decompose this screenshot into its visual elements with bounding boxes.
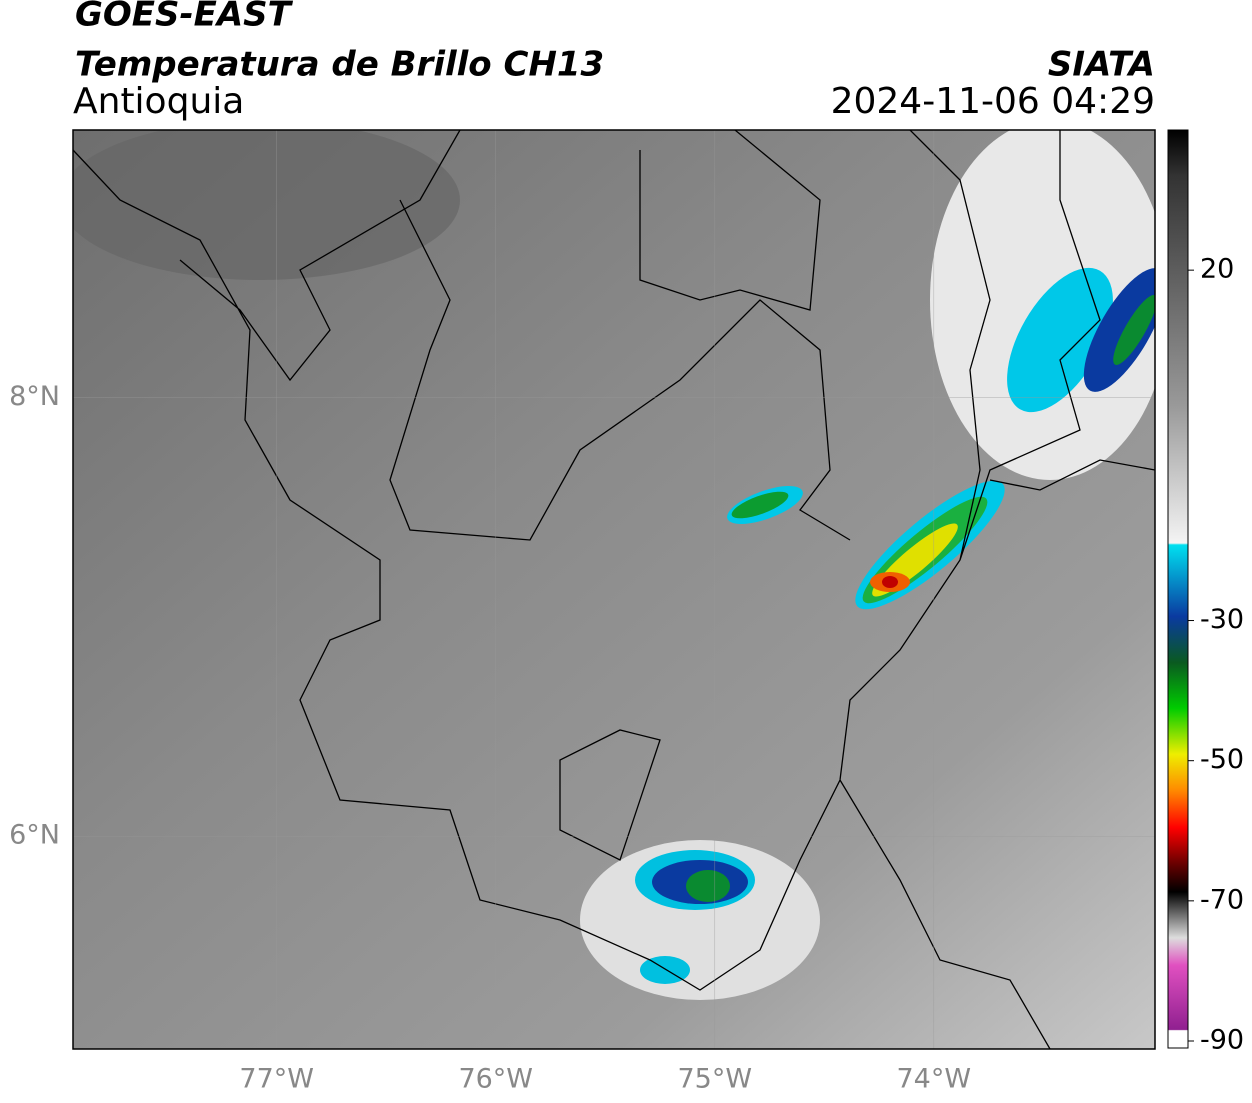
region: Antioquia [73,81,244,122]
subtitle: Temperatura de Brillo CH13 [75,45,604,85]
x-tick-label: 77°W [239,1064,314,1095]
y-tick-label: 8°N [9,381,60,412]
colorbar-tick-label: 20 [1200,254,1234,285]
source: SIATA [1048,45,1155,85]
colorbar-tick-label: -30 [1200,604,1244,635]
colorbar-tick-label: -70 [1200,884,1244,915]
x-tick-label: 75°W [677,1064,752,1095]
y-tick-label: 6°N [9,820,60,851]
x-tick-label: 76°W [458,1064,533,1095]
colorbar [1167,129,1189,1049]
colorbar-tick-label: -50 [1200,744,1244,775]
title: GOES-EAST [75,0,294,35]
x-tick-label: 74°W [897,1064,972,1095]
satellite-image [73,130,1155,1049]
map-frame [72,129,1156,1050]
datetime: 2024-11-06 04:29 [831,81,1155,122]
colorbar-tick-label: -90 [1200,1024,1244,1055]
